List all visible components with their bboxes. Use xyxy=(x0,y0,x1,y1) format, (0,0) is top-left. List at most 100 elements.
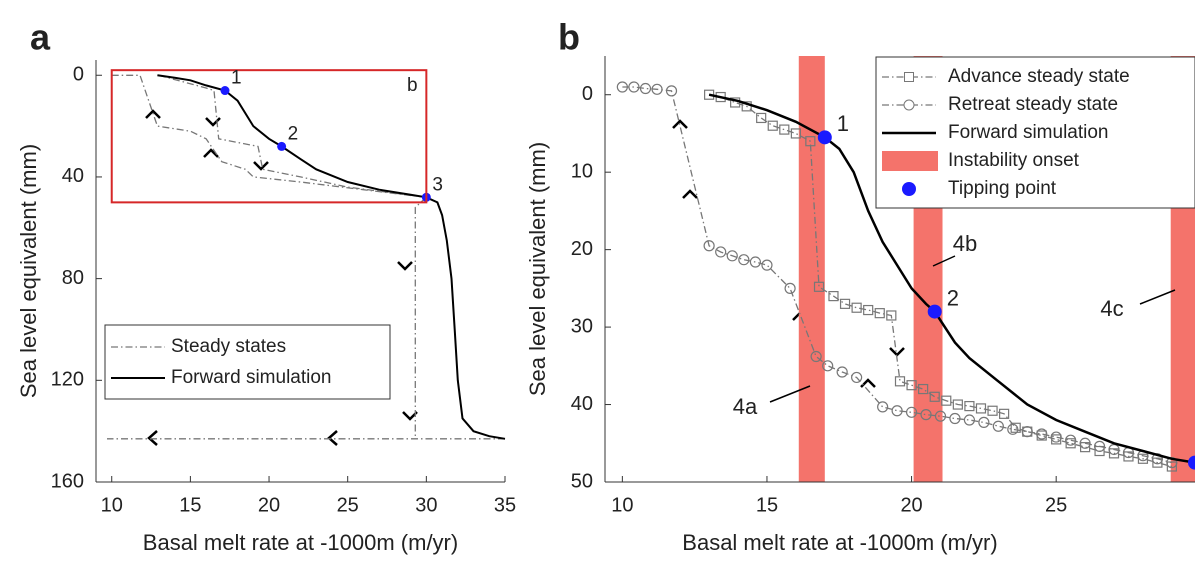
tipping-label: 2 xyxy=(288,123,299,144)
series-line xyxy=(107,74,505,440)
marker xyxy=(726,250,738,262)
marker xyxy=(964,400,975,412)
legend-marker xyxy=(903,99,915,111)
marker xyxy=(839,298,851,309)
y-tick-label: 10 xyxy=(571,160,593,182)
band-label: 4a xyxy=(733,394,758,419)
panel-label: b xyxy=(558,17,580,58)
marker xyxy=(822,360,834,372)
y-axis-label: Sea level equivalent (mm) xyxy=(16,144,41,398)
x-tick-label: 25 xyxy=(1045,494,1067,516)
tipping-label: 1 xyxy=(837,111,849,136)
marker xyxy=(784,282,796,294)
marker xyxy=(738,254,750,266)
marker xyxy=(999,408,1010,419)
marker xyxy=(920,409,932,421)
legend-label: Retreat steady state xyxy=(948,94,1118,115)
marker xyxy=(703,240,715,252)
arrow xyxy=(145,109,161,119)
marker xyxy=(1079,437,1091,449)
marker xyxy=(929,391,940,402)
marker xyxy=(863,304,874,316)
marker xyxy=(665,85,678,97)
marker xyxy=(992,420,1004,432)
marker xyxy=(790,128,801,139)
marker xyxy=(628,81,640,93)
y-tick-label: 80 xyxy=(62,267,84,289)
pointer-line xyxy=(769,385,811,403)
legend-label: Forward simulation xyxy=(171,367,332,388)
marker xyxy=(934,410,947,422)
y-tick-label: 20 xyxy=(571,238,593,260)
x-tick-label: 25 xyxy=(337,494,359,516)
marker xyxy=(963,414,976,426)
y-tick-label: 160 xyxy=(51,470,84,492)
tipping-label: 1 xyxy=(231,68,242,89)
marker xyxy=(952,399,963,410)
marker xyxy=(1021,426,1033,438)
legend-label: Instability onset xyxy=(948,150,1080,171)
y-tick-label: 0 xyxy=(582,83,593,105)
arrow xyxy=(327,430,338,446)
series-line xyxy=(708,93,1195,464)
legend-label: Tipping point xyxy=(948,178,1057,199)
marker xyxy=(987,405,998,416)
tipping-label: 3 xyxy=(432,174,443,195)
marker xyxy=(1010,422,1021,433)
marker xyxy=(1036,428,1048,440)
marker xyxy=(1079,442,1091,453)
plot-area xyxy=(107,74,506,440)
marker xyxy=(906,380,917,391)
legend-label: Advance steady state xyxy=(948,66,1130,87)
marker xyxy=(836,366,848,378)
pointer-line xyxy=(1139,289,1176,305)
y-tick-label: 0 xyxy=(73,64,84,86)
arrow xyxy=(253,161,269,171)
marker xyxy=(894,376,906,387)
marker xyxy=(749,256,761,268)
panel-label: a xyxy=(30,17,51,58)
tipping-point xyxy=(220,86,230,96)
marker xyxy=(1093,440,1106,452)
marker xyxy=(941,395,952,406)
tipping-point xyxy=(1188,455,1195,470)
marker xyxy=(905,406,918,418)
x-tick-label: 10 xyxy=(101,494,123,516)
legend-box xyxy=(104,324,391,400)
x-tick-label: 15 xyxy=(179,494,201,516)
y-tick-label: 30 xyxy=(571,315,593,337)
marker xyxy=(767,120,778,131)
marker xyxy=(810,350,822,363)
marker xyxy=(891,405,903,417)
marker xyxy=(813,281,825,292)
y-tick-label: 120 xyxy=(51,369,84,391)
band-label: 4c xyxy=(1100,296,1123,321)
x-tick-label: 20 xyxy=(900,494,922,516)
pointer-line xyxy=(932,255,956,267)
series-line xyxy=(708,94,1173,468)
arrow xyxy=(860,378,876,388)
marker xyxy=(975,403,987,414)
x-tick-label: 35 xyxy=(494,494,516,516)
marker xyxy=(779,124,790,135)
series-line xyxy=(622,86,1173,464)
marker xyxy=(805,136,816,147)
legend-marker xyxy=(902,182,916,196)
x-tick-label: 30 xyxy=(415,494,437,516)
arrow xyxy=(205,117,221,127)
marker xyxy=(886,310,897,321)
marker xyxy=(949,412,961,425)
zoom-box xyxy=(110,69,428,204)
tipping-point xyxy=(927,304,942,319)
arrow xyxy=(889,347,905,357)
tipping-label: 2 xyxy=(947,285,959,310)
marker xyxy=(851,371,863,384)
x-axis-label: Basal melt rate at -1000m (m/yr) xyxy=(682,530,997,555)
x-tick-label: 15 xyxy=(756,494,778,516)
legend-label: Steady states xyxy=(171,336,286,357)
arrow xyxy=(397,261,413,271)
marker xyxy=(1065,434,1077,446)
arrow xyxy=(147,430,158,446)
x-tick-label: 20 xyxy=(258,494,280,516)
tipping-point xyxy=(277,141,287,151)
